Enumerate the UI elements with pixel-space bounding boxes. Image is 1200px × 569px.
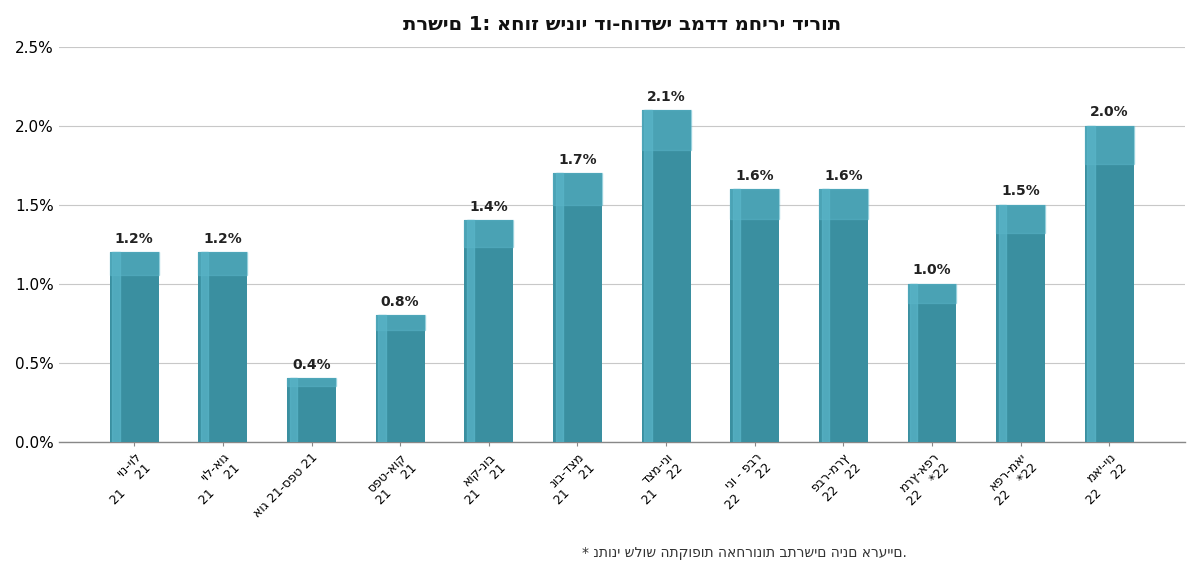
Bar [820, 189, 868, 442]
Text: 0.8%: 0.8% [380, 295, 420, 309]
Title: תרשים 1: אחוז שינוי דו-חודשי במדד מחירי דירות: תרשים 1: אחוז שינוי דו-חודשי במדד מחירי … [403, 15, 841, 34]
Bar [907, 283, 956, 303]
Text: 1.6%: 1.6% [824, 168, 863, 183]
Bar [376, 315, 425, 331]
Bar [731, 189, 779, 442]
Bar [464, 220, 514, 247]
Bar [644, 110, 652, 442]
Bar [731, 189, 779, 219]
Bar [553, 173, 602, 442]
Bar [467, 220, 474, 442]
Text: 1.7%: 1.7% [558, 152, 596, 167]
Bar [110, 252, 158, 275]
Text: 1.0%: 1.0% [913, 263, 952, 277]
Text: 0.4%: 0.4% [292, 358, 331, 372]
Bar [200, 252, 209, 442]
Bar [910, 283, 918, 442]
Bar [110, 252, 158, 442]
Bar [113, 252, 120, 442]
Bar [378, 315, 385, 442]
Bar [907, 283, 956, 442]
Bar [996, 205, 1045, 442]
Text: 1.2%: 1.2% [204, 232, 242, 246]
Bar [1087, 126, 1094, 442]
Text: * נתוני שלוש התקופות האחרונות בתרשים הינם ארעיים.: * נתוני שלוש התקופות האחרונות בתרשים הינ… [582, 546, 906, 560]
Bar [376, 315, 425, 442]
Bar [198, 252, 247, 275]
Bar [553, 173, 602, 205]
Text: 2.0%: 2.0% [1090, 105, 1129, 119]
Bar [733, 189, 740, 442]
Bar [642, 110, 690, 150]
Text: 1.6%: 1.6% [736, 168, 774, 183]
Bar [464, 220, 514, 442]
Text: 2.1%: 2.1% [647, 89, 685, 104]
Bar [289, 378, 296, 442]
Bar [996, 205, 1045, 233]
Bar [642, 110, 690, 442]
Bar [1085, 126, 1134, 442]
Bar [556, 173, 563, 442]
Text: 1.4%: 1.4% [469, 200, 508, 214]
Bar [998, 205, 1006, 442]
Text: 1.2%: 1.2% [115, 232, 154, 246]
Bar [198, 252, 247, 442]
Bar [822, 189, 829, 442]
Bar [1085, 126, 1134, 163]
Text: 1.5%: 1.5% [1001, 184, 1040, 198]
Bar [287, 378, 336, 386]
Bar [820, 189, 868, 219]
Bar [287, 378, 336, 442]
